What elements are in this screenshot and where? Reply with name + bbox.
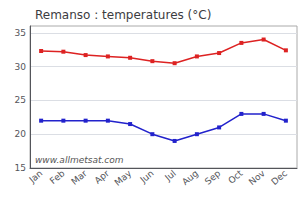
svg-text:Sep: Sep [203, 168, 223, 187]
svg-text:25: 25 [15, 95, 26, 105]
svg-text:Jul: Jul [162, 168, 178, 183]
svg-text:Apr: Apr [93, 168, 112, 186]
svg-text:35: 35 [15, 28, 26, 38]
svg-text:Oct: Oct [226, 168, 245, 186]
svg-text:30: 30 [15, 62, 27, 72]
svg-text:15: 15 [15, 163, 26, 173]
svg-text:www.allmetsat.com: www.allmetsat.com [35, 155, 124, 165]
svg-text:Nov: Nov [247, 168, 267, 187]
svg-text:May: May [113, 168, 134, 188]
svg-text:Dec: Dec [269, 168, 289, 187]
svg-text:Jun: Jun [138, 168, 156, 185]
svg-text:Jan: Jan [27, 168, 45, 185]
svg-text:Feb: Feb [48, 168, 67, 186]
svg-text:20: 20 [15, 129, 27, 139]
svg-text:Remanso : temperatures (°C): Remanso : temperatures (°C) [35, 8, 211, 22]
svg-text:Aug: Aug [180, 168, 200, 187]
svg-text:Mar: Mar [69, 168, 89, 187]
